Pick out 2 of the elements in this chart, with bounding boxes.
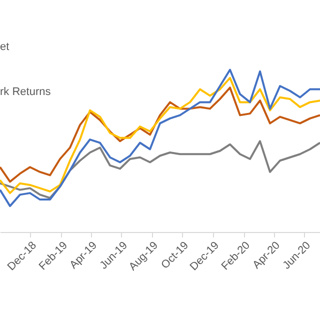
annotation: rk Returns xyxy=(0,86,52,98)
text: et xyxy=(0,41,10,53)
